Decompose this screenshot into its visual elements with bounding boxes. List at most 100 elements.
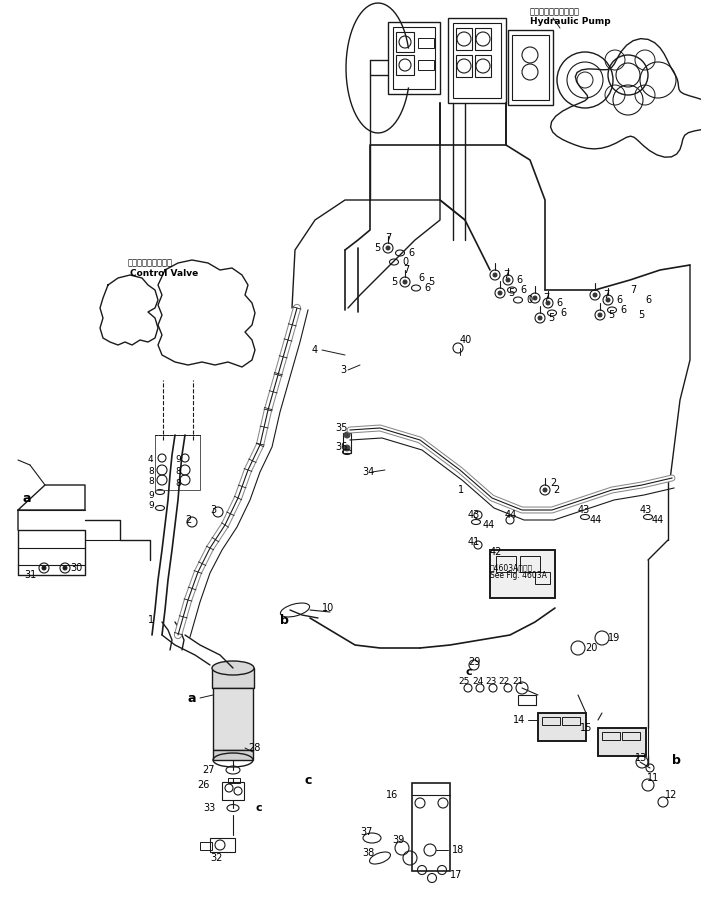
Text: 39: 39 xyxy=(392,835,404,845)
Bar xyxy=(388,22,440,94)
Text: b: b xyxy=(672,754,681,767)
Bar xyxy=(228,778,240,783)
Text: 7: 7 xyxy=(630,285,637,295)
Text: 5: 5 xyxy=(548,313,554,323)
Bar xyxy=(213,688,253,750)
Text: b: b xyxy=(280,613,289,626)
Text: 44: 44 xyxy=(505,510,517,520)
Bar xyxy=(508,30,553,105)
Circle shape xyxy=(593,293,597,297)
Text: 6: 6 xyxy=(560,308,566,318)
Text: 6: 6 xyxy=(620,305,626,315)
Bar xyxy=(496,556,516,572)
Text: ハイドロリックポンプ: ハイドロリックポンプ xyxy=(530,7,580,17)
Text: 27: 27 xyxy=(203,765,215,775)
Bar xyxy=(213,750,253,760)
Text: 16: 16 xyxy=(386,790,398,800)
Text: c: c xyxy=(466,667,472,677)
Text: 5: 5 xyxy=(608,310,614,320)
Ellipse shape xyxy=(212,661,254,675)
Bar xyxy=(490,550,555,598)
Text: 42: 42 xyxy=(490,547,503,557)
Text: 24: 24 xyxy=(472,677,483,687)
Text: 33: 33 xyxy=(204,803,216,813)
Bar xyxy=(212,668,254,688)
Text: 6: 6 xyxy=(418,273,424,283)
Text: 9: 9 xyxy=(148,500,154,509)
Text: 21: 21 xyxy=(512,677,524,687)
Text: 44: 44 xyxy=(483,520,495,530)
Text: 14: 14 xyxy=(512,715,525,725)
Text: a: a xyxy=(187,691,196,704)
Bar xyxy=(200,842,212,850)
Circle shape xyxy=(344,445,350,451)
Text: 29: 29 xyxy=(468,657,480,667)
Bar xyxy=(393,27,435,89)
Bar xyxy=(475,55,491,77)
Bar xyxy=(418,38,434,48)
Text: c: c xyxy=(256,803,263,813)
Bar xyxy=(475,28,491,50)
Text: 7: 7 xyxy=(503,270,509,280)
Bar xyxy=(453,23,501,98)
Text: 34: 34 xyxy=(362,467,374,477)
Text: 0: 0 xyxy=(402,257,408,267)
Text: 25: 25 xyxy=(458,677,470,687)
Circle shape xyxy=(344,432,350,438)
Text: 15: 15 xyxy=(580,723,592,733)
Bar xyxy=(542,717,560,725)
Text: 2: 2 xyxy=(553,485,559,495)
Text: 9: 9 xyxy=(175,455,181,465)
Text: c: c xyxy=(305,774,313,787)
Circle shape xyxy=(498,291,502,295)
Text: 2: 2 xyxy=(185,515,191,525)
Text: 22: 22 xyxy=(498,677,509,687)
Text: 11: 11 xyxy=(647,773,659,783)
Text: 43: 43 xyxy=(468,510,480,520)
Text: 28: 28 xyxy=(248,743,260,753)
Text: 6: 6 xyxy=(556,298,562,308)
Text: 5: 5 xyxy=(508,288,515,298)
Circle shape xyxy=(606,298,610,302)
Bar xyxy=(535,572,550,584)
Text: 1: 1 xyxy=(148,615,154,625)
Text: 7: 7 xyxy=(385,233,391,243)
Text: 38: 38 xyxy=(362,848,374,858)
Bar xyxy=(456,28,472,50)
Text: 41: 41 xyxy=(468,537,480,547)
Bar xyxy=(456,55,472,77)
Text: 32: 32 xyxy=(210,853,222,863)
Text: 5: 5 xyxy=(638,310,644,320)
Bar xyxy=(562,717,580,725)
Bar xyxy=(222,782,244,800)
Text: 20: 20 xyxy=(585,643,597,653)
Text: Control Valve: Control Valve xyxy=(130,268,198,277)
Text: コントロールバルブ: コントロールバルブ xyxy=(128,259,173,267)
Text: 31: 31 xyxy=(24,570,36,580)
Bar xyxy=(210,838,235,852)
Text: 6: 6 xyxy=(424,283,430,293)
Text: 13: 13 xyxy=(635,753,647,763)
Bar xyxy=(512,35,549,100)
Text: 7: 7 xyxy=(603,290,609,300)
Text: 35: 35 xyxy=(335,423,348,433)
Text: 2: 2 xyxy=(550,478,557,488)
Text: See Fig. 4603A: See Fig. 4603A xyxy=(490,572,547,580)
Text: 8: 8 xyxy=(148,477,154,487)
Bar xyxy=(598,728,646,756)
Text: 37: 37 xyxy=(360,827,372,837)
Circle shape xyxy=(386,246,390,250)
Circle shape xyxy=(63,566,67,570)
Text: 10: 10 xyxy=(322,603,334,613)
Text: 40: 40 xyxy=(460,335,472,345)
Bar xyxy=(538,713,586,741)
Bar xyxy=(396,55,414,75)
Bar xyxy=(396,32,414,52)
Text: 5: 5 xyxy=(374,243,380,253)
Bar xyxy=(412,783,450,871)
Text: 第4603A図参照: 第4603A図参照 xyxy=(490,564,533,573)
Circle shape xyxy=(403,280,407,284)
Text: a: a xyxy=(22,491,31,505)
Bar xyxy=(518,695,536,705)
Text: 43: 43 xyxy=(578,505,590,515)
